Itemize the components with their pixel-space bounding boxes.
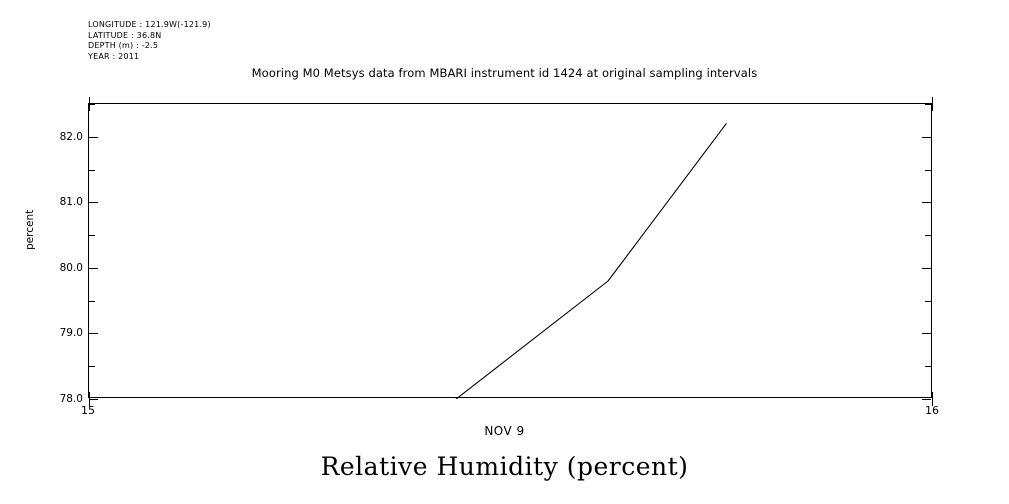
metadata-depth: DEPTH (m) : -2.5 — [88, 41, 159, 50]
y-axis-minor-tick — [89, 366, 95, 368]
y-axis-major-tick — [922, 267, 931, 269]
metadata-latitude: LATITUDE : 36.8N — [88, 30, 162, 40]
y-axis-minor-tick — [925, 235, 931, 237]
y-axis-minor-tick — [89, 104, 95, 105]
y-axis-major-tick — [89, 333, 98, 335]
y-axis-tick-label: 79.0 — [59, 327, 83, 340]
y-axis-minor-tick — [925, 104, 931, 105]
y-axis-tick-label: 80.0 — [59, 261, 83, 274]
station-metadata: LONGITUDE : 121.9W(-121.9) LATITUDE : 36… — [88, 20, 211, 62]
y-axis-major-tick — [922, 136, 931, 138]
y-axis-minor-tick — [925, 169, 931, 171]
metadata-year: YEAR : 2011 — [88, 51, 140, 61]
x-axis-tick — [89, 392, 90, 406]
y-axis-tick-label: 82.0 — [59, 130, 83, 143]
y-axis-minor-tick — [89, 169, 95, 171]
data-line-chart — [455, 123, 727, 399]
y-axis-minor-tick — [89, 235, 95, 237]
y-axis-minor-tick — [89, 300, 95, 302]
y-axis-major-tick — [922, 333, 931, 335]
chart-title: Mooring M0 Metsys data from MBARI instru… — [251, 66, 758, 80]
x-axis-tick — [932, 97, 933, 111]
y-axis-minor-tick — [925, 366, 931, 368]
y-axis-major-tick — [89, 136, 98, 138]
y-axis-major-tick — [89, 399, 98, 400]
x-axis-tick-label: 15 — [81, 404, 95, 417]
metadata-longitude: LONGITUDE : 121.9W(-121.9) — [88, 20, 211, 29]
y-axis-minor-tick — [925, 300, 931, 302]
plot-area: 78.0 79.0 80.0 81.0 82.0 — [60, 97, 933, 406]
figure-caption: Relative Humidity (percent) — [320, 452, 689, 481]
x-axis-tick-label: 16 — [925, 404, 939, 417]
data-series-line — [455, 123, 727, 399]
x-axis-date-label: NOV 9 — [484, 424, 525, 438]
y-axis-tick-label: 78.0 — [59, 393, 83, 405]
y-axis-major-tick — [922, 202, 931, 204]
y-axis-major-tick — [89, 202, 98, 204]
y-axis-tick-label: 81.0 — [59, 196, 83, 209]
x-axis-tick — [932, 392, 933, 406]
y-axis-major-tick — [89, 267, 98, 269]
y-axis-title: percent — [24, 209, 36, 250]
x-axis-tick — [89, 97, 90, 111]
y-axis-major-tick — [922, 399, 931, 400]
